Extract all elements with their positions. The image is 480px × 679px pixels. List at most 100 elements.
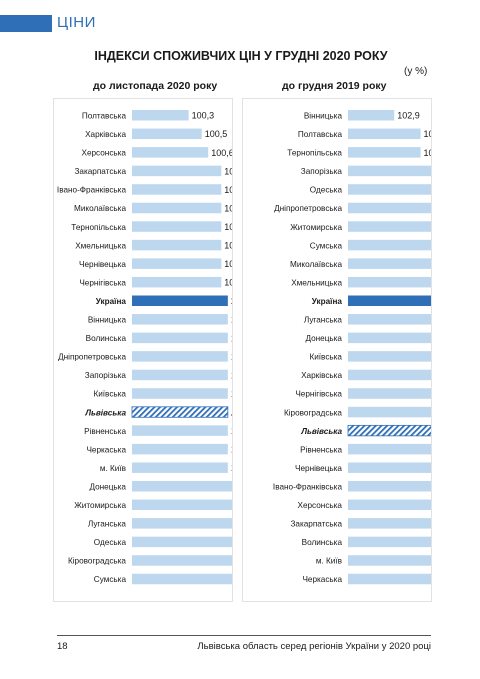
category-label: Харківська	[301, 371, 342, 380]
right-chart-svg: Вінницька 102,9 Полтавська 103,7 Тернопільсь…	[273, 110, 431, 585]
value-label: 100,8	[224, 241, 232, 251]
category-label: Одеська	[94, 538, 127, 547]
category-label: Україна	[96, 297, 127, 306]
bar	[132, 481, 232, 492]
value-label: 100,9	[231, 426, 232, 436]
category-label: Донецька	[89, 482, 126, 491]
value-label: 100,8	[224, 185, 232, 195]
bar	[348, 147, 421, 158]
category-label: Вінницька	[88, 316, 127, 325]
bar	[132, 462, 228, 473]
bar	[348, 481, 431, 492]
value-label: 100,9	[231, 463, 232, 473]
bar	[132, 165, 222, 177]
value-label: 100,6	[211, 148, 232, 158]
value-label: 100,8	[224, 222, 232, 232]
category-label: м. Київ	[316, 557, 342, 566]
value-label: 100,8	[224, 166, 232, 176]
category-label: Волинська	[86, 334, 127, 343]
bar	[348, 184, 431, 195]
bar	[348, 295, 431, 306]
bar	[132, 388, 228, 399]
value-label: 102,9	[397, 111, 420, 121]
category-label: Чернігівська	[79, 278, 126, 287]
category-label: Сумська	[310, 241, 343, 250]
value-label: 100,9	[231, 315, 232, 325]
bar	[132, 351, 228, 362]
bar	[132, 314, 228, 325]
value-label: 100,9	[231, 333, 232, 343]
bar	[348, 128, 421, 140]
bar	[348, 221, 431, 232]
category-label: Львівська	[300, 427, 342, 436]
value-label: 100,9	[231, 445, 232, 455]
value-label: 100,8	[224, 203, 232, 213]
category-label: Чернігівська	[295, 390, 342, 399]
left-chart-svg: Полтавська 100,3 Харківська 100,5 Херсонська…	[57, 110, 232, 585]
footer-divider	[57, 635, 431, 636]
bar	[348, 258, 431, 269]
footer-caption: Львівська область серед регіонів України…	[197, 641, 431, 652]
category-label: Закарпатська	[74, 167, 126, 176]
bar	[132, 499, 232, 511]
section-accent-bar	[0, 15, 52, 32]
bar	[348, 443, 431, 455]
category-label: Запорізька	[301, 167, 343, 176]
bar	[132, 202, 222, 214]
category-label: Чернівецька	[79, 260, 126, 269]
category-label: Житомирська	[290, 223, 342, 232]
bar	[132, 425, 228, 436]
bar	[348, 573, 431, 585]
value-label: 100,9	[231, 296, 232, 306]
bar	[348, 555, 431, 566]
category-label: Миколаївська	[290, 260, 342, 269]
category-label: Україна	[312, 297, 343, 306]
bar	[132, 369, 228, 381]
category-label: Херсонська	[297, 501, 342, 510]
value-label: 100,9	[231, 352, 232, 362]
bar	[132, 332, 228, 344]
category-label: Луганська	[88, 520, 127, 529]
category-label: Івано-Франківська	[57, 186, 127, 195]
value-label: 100,8	[224, 278, 232, 288]
value-label: 100,3	[192, 111, 215, 121]
section-title: ЦІНИ	[57, 14, 96, 31]
bar	[132, 128, 202, 140]
bar	[132, 184, 222, 195]
value-label: 100,9	[231, 389, 232, 399]
left-chart-title: до листопада 2020 року	[93, 80, 218, 92]
page-number: 18	[57, 641, 68, 652]
category-label: Хмельницька	[75, 241, 126, 250]
bar	[132, 110, 189, 121]
category-label: Київська	[93, 390, 126, 399]
category-label: Полтавська	[298, 130, 343, 139]
bar	[132, 443, 228, 455]
bar	[132, 239, 222, 251]
category-label: Херсонська	[81, 149, 126, 158]
bar	[348, 518, 431, 529]
category-label: Тернопільська	[287, 149, 342, 158]
page-title: ІНДЕКСИ СПОЖИВЧИХ ЦІН У ГРУДНІ 2020 РОКУ	[94, 49, 388, 63]
category-label: Луганська	[304, 316, 343, 325]
right-chart-title: до грудня 2019 року	[282, 80, 387, 92]
category-label: Запорізька	[85, 371, 127, 380]
bar	[348, 239, 431, 251]
bar	[132, 258, 222, 269]
category-label: Хмельницька	[291, 278, 342, 287]
category-label: Івано-Франківська	[273, 482, 343, 491]
category-label: м. Київ	[100, 464, 126, 473]
category-label: Кіровоградська	[284, 408, 342, 417]
bar	[348, 165, 431, 177]
value-label: 100,8	[224, 259, 232, 269]
value-label: 100,9	[231, 407, 232, 417]
category-label: Харківська	[85, 130, 126, 139]
category-label: Черкаська	[302, 575, 342, 584]
bar	[348, 499, 431, 511]
bar	[132, 536, 232, 548]
bar	[348, 314, 431, 325]
unit-label: (у %)	[404, 66, 428, 77]
bar	[132, 276, 222, 288]
category-label: Рівненська	[300, 445, 342, 454]
value-label: 100,9	[231, 370, 232, 380]
bar	[348, 332, 431, 344]
